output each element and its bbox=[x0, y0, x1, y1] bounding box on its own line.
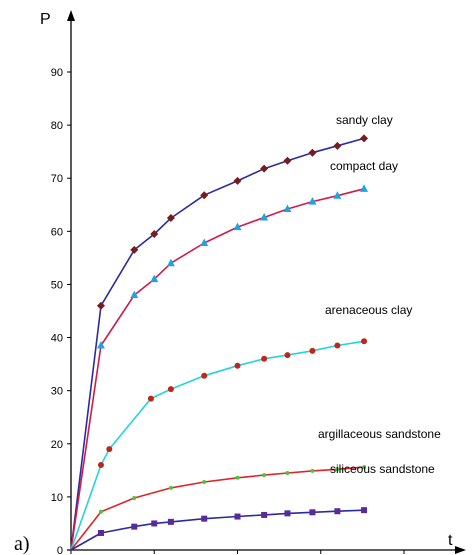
series-label: arenaceous clay bbox=[325, 303, 412, 317]
data-point bbox=[260, 164, 269, 173]
x-axis-arrowhead bbox=[455, 546, 466, 554]
data-point bbox=[261, 355, 268, 362]
data-point bbox=[106, 446, 113, 453]
panel-label: a) bbox=[14, 533, 30, 555]
series-arenaceous-clay bbox=[70, 338, 368, 551]
series-line bbox=[70, 188, 365, 551]
data-point bbox=[166, 258, 175, 267]
data-point bbox=[308, 148, 317, 157]
y-tick-label: 80 bbox=[51, 120, 63, 132]
data-point bbox=[202, 480, 207, 485]
data-point bbox=[233, 176, 242, 185]
data-point bbox=[96, 341, 105, 349]
data-point bbox=[309, 347, 316, 354]
y-tick-label: 0 bbox=[57, 545, 63, 555]
data-point bbox=[150, 229, 159, 238]
data-point bbox=[261, 511, 268, 518]
data-point bbox=[132, 495, 137, 500]
data-point bbox=[333, 141, 342, 150]
data-point bbox=[167, 518, 174, 525]
data-point bbox=[97, 530, 104, 537]
data-point bbox=[200, 238, 209, 247]
data-point bbox=[151, 520, 158, 527]
data-point bbox=[362, 465, 367, 470]
data-point bbox=[168, 485, 173, 490]
data-point bbox=[234, 362, 241, 369]
data-point bbox=[284, 352, 291, 359]
series-argillaceous-sandstone bbox=[70, 465, 367, 551]
data-point bbox=[333, 191, 342, 199]
series-line bbox=[70, 509, 365, 551]
data-point bbox=[262, 473, 267, 478]
data-point bbox=[130, 290, 139, 299]
data-point bbox=[131, 523, 138, 530]
data-point bbox=[284, 510, 291, 517]
data-point bbox=[260, 213, 269, 221]
data-point bbox=[130, 245, 139, 254]
labels-layer: sandy clay compact day arenaceous clay argi… bbox=[318, 113, 441, 476]
data-point bbox=[97, 462, 104, 469]
y-tick-label: 70 bbox=[51, 173, 63, 185]
data-point bbox=[308, 197, 317, 205]
series-sandy-clay bbox=[70, 134, 369, 551]
data-point bbox=[360, 184, 369, 192]
y-axis-arrowhead bbox=[67, 10, 75, 21]
data-point bbox=[166, 214, 175, 223]
y-tick-label: 50 bbox=[51, 279, 63, 291]
x-axis-label: t bbox=[448, 532, 453, 549]
data-point bbox=[96, 301, 105, 310]
data-point bbox=[98, 509, 103, 514]
series-line bbox=[70, 466, 365, 551]
series-label: sandy clay bbox=[336, 113, 393, 127]
data-point bbox=[309, 509, 316, 516]
data-point bbox=[360, 134, 369, 143]
data-point bbox=[334, 342, 341, 349]
data-point bbox=[310, 468, 315, 473]
y-tick-label: 40 bbox=[51, 333, 63, 345]
data-point bbox=[285, 470, 290, 475]
ticks-layer: 0501001502000102030405060708090 bbox=[51, 67, 405, 555]
series-line bbox=[70, 340, 365, 551]
series-label: siliceous sandstone bbox=[330, 462, 435, 476]
data-point bbox=[201, 372, 208, 379]
data-point bbox=[200, 191, 209, 200]
data-point bbox=[283, 156, 292, 165]
y-tick-label: 20 bbox=[51, 439, 63, 451]
y-tick-label: 30 bbox=[51, 386, 63, 398]
data-point bbox=[283, 204, 292, 213]
data-point bbox=[335, 467, 340, 472]
series-layer bbox=[70, 134, 369, 551]
y-axis-label: P bbox=[40, 11, 51, 28]
data-point bbox=[361, 507, 368, 514]
y-tick-label: 60 bbox=[51, 226, 63, 238]
data-point bbox=[334, 508, 341, 515]
data-point bbox=[361, 338, 368, 345]
data-point bbox=[167, 386, 174, 393]
series-line bbox=[70, 137, 365, 551]
data-point bbox=[150, 274, 159, 283]
series-compact-clay bbox=[70, 184, 369, 551]
data-point bbox=[234, 513, 241, 520]
series-label: compact day bbox=[330, 159, 398, 173]
data-point bbox=[235, 475, 240, 480]
series-siliceous-sandstone bbox=[70, 507, 368, 551]
data-point bbox=[201, 515, 208, 522]
data-point bbox=[233, 222, 242, 231]
y-tick-label: 90 bbox=[51, 67, 63, 79]
data-point bbox=[147, 395, 154, 402]
series-label: argillaceous sandstone bbox=[318, 427, 441, 441]
y-tick-label: 10 bbox=[51, 492, 63, 504]
